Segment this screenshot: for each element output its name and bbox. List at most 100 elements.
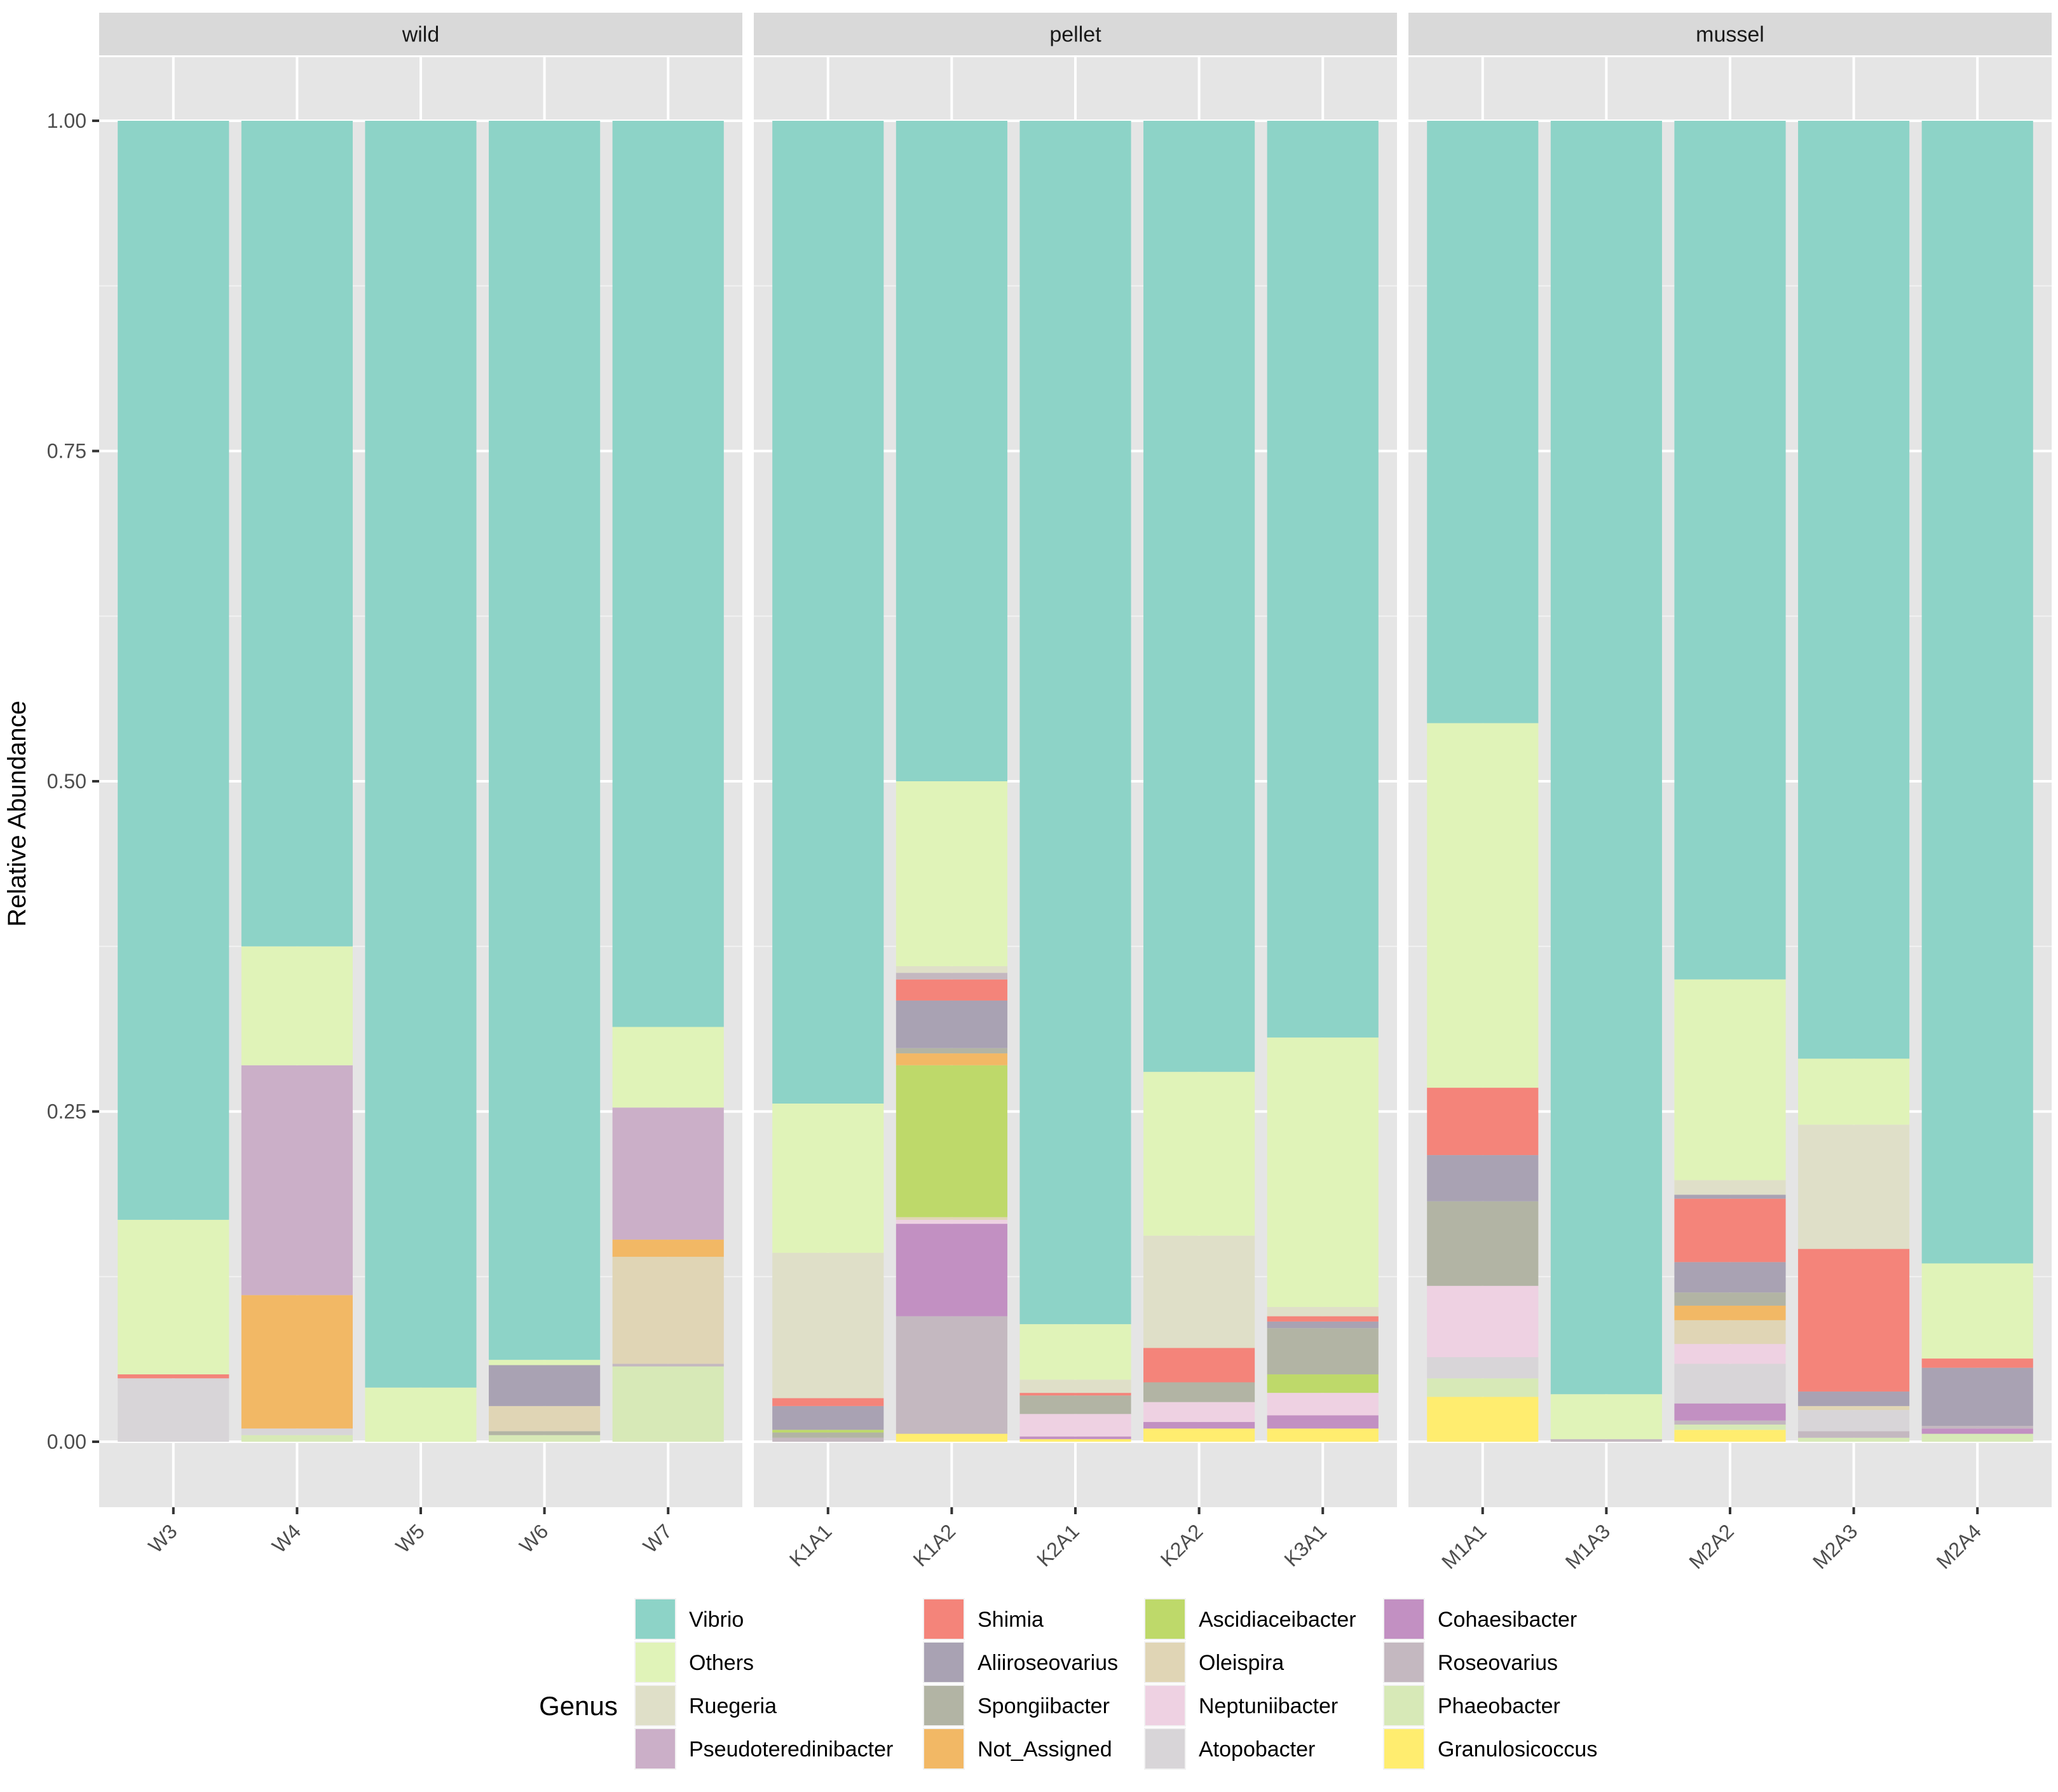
bar-segment-granulosicoccus bbox=[1019, 1439, 1131, 1442]
facet-strip bbox=[754, 13, 1397, 55]
bar-segment-neptuniibacter bbox=[1674, 1344, 1786, 1364]
legend-label: Phaeobacter bbox=[1438, 1694, 1560, 1718]
legend-swatch bbox=[924, 1686, 964, 1725]
bar-W5 bbox=[365, 121, 477, 1442]
legend-item-shimia: Shimia bbox=[923, 1598, 1044, 1640]
y-tick-label: 0.50 bbox=[47, 770, 86, 793]
bar-segment-neptuniibacter bbox=[1143, 1402, 1255, 1422]
legend-swatch bbox=[1145, 1643, 1185, 1682]
bar-segment-shimia bbox=[772, 1398, 884, 1406]
legend-item-granulosicoccus: Granulosicoccus bbox=[1383, 1728, 1597, 1770]
bar-segment-granulosicoccus bbox=[1143, 1428, 1255, 1442]
legend-swatch bbox=[1145, 1686, 1185, 1725]
legend-label: Oleispira bbox=[1199, 1651, 1284, 1675]
bar-K3A1 bbox=[1267, 121, 1379, 1442]
bar-segment-others bbox=[772, 1104, 884, 1253]
legend-item-neptuniibacter: Neptuniibacter bbox=[1144, 1685, 1338, 1727]
bar-segment-aliiroseovarius bbox=[1921, 1367, 2033, 1426]
facet-strip bbox=[99, 13, 742, 55]
bar-segment-phaeobacter bbox=[612, 1366, 724, 1442]
bar-segment-cohaesibacter bbox=[1267, 1415, 1379, 1429]
x-tick-label: K2A2 bbox=[1156, 1519, 1208, 1571]
bar-segment-atopobacter bbox=[1798, 1410, 1910, 1432]
bar-segment-shimia bbox=[1019, 1393, 1131, 1396]
x-tick-label: K3A1 bbox=[1279, 1519, 1331, 1571]
bar-segment-neptuniibacter bbox=[1019, 1414, 1131, 1437]
legend-swatch bbox=[636, 1686, 675, 1725]
bar-segment-vibrio bbox=[118, 121, 229, 1220]
bar-M2A3 bbox=[1798, 121, 1910, 1442]
bar-segment-spongiibacter bbox=[1143, 1382, 1255, 1402]
legend-title: Genus bbox=[539, 1691, 618, 1721]
bar-segment-roseovarius bbox=[772, 1437, 884, 1442]
bar-segment-pseudoteredinibacter bbox=[241, 1065, 353, 1296]
bar-M1A1 bbox=[1427, 121, 1539, 1442]
x-tick-label: W7 bbox=[639, 1519, 676, 1557]
bar-W4 bbox=[241, 121, 353, 1442]
legend-item-others: Others bbox=[634, 1641, 754, 1683]
bar-segment-granulosicoccus bbox=[1674, 1430, 1786, 1442]
bar-segment-others bbox=[896, 781, 1007, 966]
bar-segment-aliiroseovarius bbox=[1798, 1392, 1910, 1406]
bar-W3 bbox=[118, 121, 229, 1442]
bar-segment-aliiroseovarius bbox=[896, 1000, 1007, 1048]
bar-segment-others bbox=[1798, 1058, 1910, 1125]
bar-segment-cohaesibacter bbox=[1143, 1421, 1255, 1429]
legend-swatch bbox=[636, 1643, 675, 1682]
bar-segment-aliiroseovarius bbox=[489, 1365, 601, 1406]
bar-segment-cohaesibacter bbox=[1019, 1436, 1131, 1439]
bar-segment-neptuniibacter bbox=[1427, 1285, 1539, 1358]
bar-segment-not-assigned bbox=[1674, 1305, 1786, 1320]
bar-segment-spongiibacter bbox=[772, 1432, 884, 1438]
bar-segment-spongiibacter bbox=[489, 1431, 601, 1435]
bar-segment-ascidiaceibacter bbox=[1267, 1374, 1379, 1393]
bar-segment-cohaesibacter bbox=[1674, 1403, 1786, 1421]
bar-segment-oleispira bbox=[612, 1257, 724, 1364]
x-tick-label: M2A3 bbox=[1808, 1519, 1862, 1573]
legend-label: Not_Assigned bbox=[978, 1737, 1112, 1761]
bar-segment-atopobacter bbox=[1427, 1357, 1539, 1379]
bar-segment-phaeobacter bbox=[1921, 1433, 2033, 1442]
legend-swatch bbox=[1145, 1729, 1185, 1768]
legend-item-atopobacter: Atopobacter bbox=[1144, 1728, 1315, 1770]
bar-M2A2 bbox=[1674, 121, 1786, 1442]
bar-segment-vibrio bbox=[1427, 121, 1539, 723]
legend-item-oleispira: Oleispira bbox=[1144, 1641, 1284, 1683]
facet-strip-label: mussel bbox=[1696, 23, 1764, 47]
bar-segment-granulosicoccus bbox=[1267, 1428, 1379, 1442]
x-tick-label: W6 bbox=[515, 1519, 552, 1557]
legend-item-phaeobacter: Phaeobacter bbox=[1383, 1685, 1560, 1727]
bar-segment-shimia bbox=[1143, 1348, 1255, 1383]
legend-swatch bbox=[1145, 1599, 1185, 1639]
facet-panel-wild: wild W3 W4 W5 W6 W7 bbox=[99, 13, 742, 1557]
legend-label: Neptuniibacter bbox=[1199, 1694, 1338, 1718]
bar-segment-vibrio bbox=[1921, 121, 2033, 1264]
bar-segment-ruegeria bbox=[1674, 1180, 1786, 1195]
bar-segment-vibrio bbox=[772, 121, 884, 1104]
legend-swatch bbox=[636, 1729, 675, 1768]
bar-segment-others bbox=[118, 1219, 229, 1375]
bar-segment-spongiibacter bbox=[1674, 1292, 1786, 1306]
bar-segment-vibrio bbox=[612, 121, 724, 1027]
legend-item-pseudoteredinibacter: Pseudoteredinibacter bbox=[634, 1728, 893, 1770]
legend-label: Ruegeria bbox=[689, 1694, 777, 1718]
bar-segment-shimia bbox=[1674, 1198, 1786, 1262]
x-tick-label: W5 bbox=[392, 1519, 429, 1557]
legend-swatch bbox=[1384, 1643, 1424, 1682]
bar-K2A2 bbox=[1143, 121, 1255, 1442]
bar-segment-phaeobacter bbox=[1427, 1378, 1539, 1397]
bar-segment-neptuniibacter bbox=[1267, 1393, 1379, 1416]
bar-segment-spongiibacter bbox=[1267, 1328, 1379, 1375]
bar-segment-others bbox=[1019, 1324, 1131, 1380]
legend-label: Shimia bbox=[978, 1608, 1044, 1632]
bar-segment-others bbox=[1143, 1072, 1255, 1236]
bar-segment-cohaesibacter bbox=[1921, 1428, 2033, 1434]
bar-segment-vibrio bbox=[1674, 121, 1786, 980]
legend-label: Aliiroseovarius bbox=[978, 1651, 1118, 1675]
bar-segment-ascidiaceibacter bbox=[896, 1065, 1007, 1217]
y-tick-label: 0.75 bbox=[47, 440, 86, 463]
legend-label: Atopobacter bbox=[1199, 1737, 1315, 1761]
legend-label: Ascidiaceibacter bbox=[1199, 1608, 1356, 1632]
bar-segment-atopobacter bbox=[241, 1428, 353, 1435]
